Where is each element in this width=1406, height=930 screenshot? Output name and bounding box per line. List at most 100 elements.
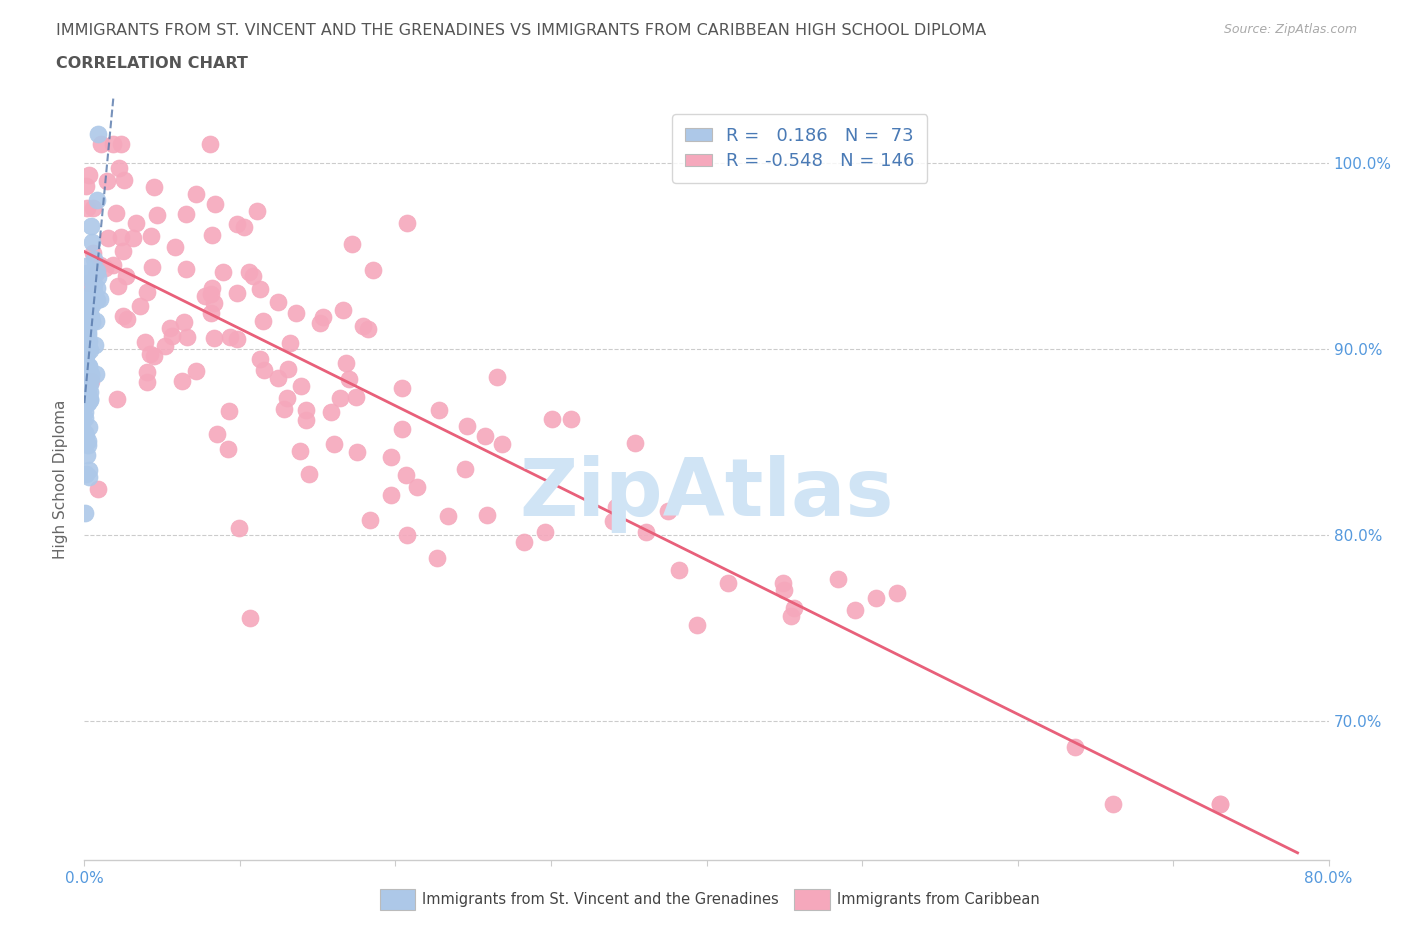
Point [76,325,98,339]
Point [827,572,849,587]
Point [128,299,150,313]
Point [83,252,105,267]
Point [605,499,627,514]
Point [79,392,101,406]
Point [76,392,98,406]
Point [97,231,120,246]
Text: Immigrants from St. Vincent and the Grenadines: Immigrants from St. Vincent and the Gren… [422,892,779,907]
Point [101,258,124,272]
Point [474,429,496,444]
Point [87,482,110,497]
Point [636,525,658,539]
Point [346,444,368,458]
Point [76,324,98,339]
Point [357,322,380,337]
Point [96,173,118,188]
Point [218,404,240,418]
Point [77,271,100,286]
Point [686,618,709,632]
Point [77,433,100,448]
Point [454,461,477,476]
Point [153,339,176,353]
Point [75,179,97,193]
Point [783,601,806,616]
Point [75,389,97,404]
Point [361,262,384,277]
Point [200,286,222,301]
Point [668,563,690,578]
Point [82,201,104,216]
Point [1209,797,1232,812]
Point [115,312,138,326]
Point [77,359,100,374]
Point [284,306,307,321]
Point [80,314,103,329]
Point [111,309,134,324]
Point [773,582,796,597]
Point [122,231,145,246]
Point [623,435,645,450]
Point [309,315,332,330]
Point [112,244,135,259]
Point [329,391,352,405]
Point [226,331,249,346]
Point [294,403,316,418]
Point [534,525,557,539]
Point [105,392,128,406]
Point [252,313,274,328]
Point [79,293,101,308]
Point [76,437,98,452]
Point [346,390,368,405]
Point [391,380,413,395]
Point [359,512,381,527]
Point [312,310,335,325]
Legend: R =   0.186   N =  73, R = -0.548   N = 146: R = 0.186 N = 73, R = -0.548 N = 146 [672,114,928,183]
Point [75,259,97,273]
Point [194,288,217,303]
Point [321,405,343,419]
Point [76,346,98,361]
Point [437,509,460,524]
Point [86,280,108,295]
Point [76,295,98,310]
Point [73,505,96,520]
Point [380,488,402,503]
Text: Source: ZipAtlas.com: Source: ZipAtlas.com [1223,23,1357,36]
Point [136,374,159,389]
Point [143,349,166,364]
Point [391,422,413,437]
Point [380,450,402,465]
Point [79,334,101,349]
Point [163,240,186,255]
Point [427,402,450,417]
Point [77,365,100,380]
Point [560,412,582,427]
Point [340,236,363,251]
Point [295,412,318,427]
Point [80,298,103,312]
Point [77,167,100,182]
Point [456,418,478,433]
Point [238,265,260,280]
Point [76,385,98,400]
Point [226,216,249,231]
Point [76,336,98,351]
Point [75,326,97,341]
Point [219,330,242,345]
Point [79,306,101,321]
Point [657,503,679,518]
Point [135,285,157,299]
Point [477,508,499,523]
Point [73,426,96,441]
Point [76,289,98,304]
Point [80,311,103,325]
Point [173,314,195,329]
Point [225,286,247,300]
Point [77,420,100,435]
Point [212,264,235,279]
Point [337,371,360,386]
Point [139,228,162,243]
Point [79,292,101,307]
Point [201,228,224,243]
Point [75,351,97,365]
